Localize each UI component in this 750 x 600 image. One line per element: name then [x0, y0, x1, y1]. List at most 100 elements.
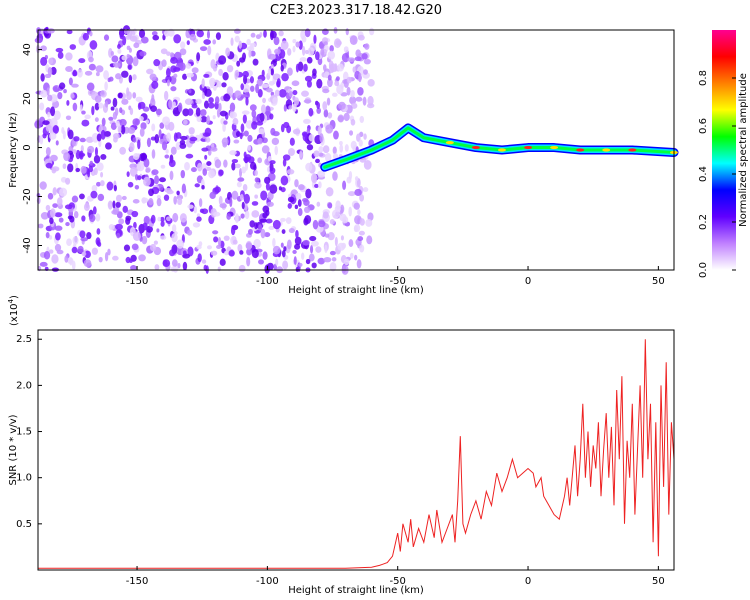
heatmap-noise-blob: [325, 187, 334, 197]
heatmap-noise-blob: [332, 92, 338, 97]
heatmap-noise-blob: [143, 158, 150, 168]
heatmap-noise-blob: [223, 235, 230, 241]
heatmap-noise-blob: [172, 101, 176, 108]
heatmap-noise-blob: [182, 250, 187, 256]
heatmap-noise-blob: [240, 123, 245, 133]
heatmap-noise-blob: [253, 238, 261, 249]
heatmap-noise-blob: [45, 162, 53, 169]
heatmap-noise-blob: [209, 77, 216, 86]
heatmap-noise-blob: [309, 245, 314, 254]
heatmap-track-peak: [576, 148, 585, 152]
heatmap-noise-blob: [246, 256, 251, 267]
heatmap-noise-blob: [205, 137, 211, 143]
heatmap-noise-blob: [270, 68, 275, 76]
heatmap-noise-blob: [357, 34, 365, 41]
heatmap-noise-blob: [326, 97, 331, 106]
heatmap-noise-blob: [75, 167, 81, 173]
heatmap-noise-blob: [173, 73, 178, 79]
heatmap-noise-blob: [116, 232, 121, 239]
heatmap-noise-blob: [119, 107, 123, 114]
heatmap-noise-blob: [250, 50, 256, 57]
heatmap-noise-blob: [349, 96, 357, 105]
heatmap-noise-blob: [332, 171, 338, 181]
heatmap-noise-blob: [68, 77, 73, 86]
heatmap-noise-blob: [125, 215, 132, 221]
heatmap-noise-blob: [289, 137, 295, 146]
heatmap-noise-blob: [304, 28, 311, 38]
heatmap-noise-blob: [233, 139, 240, 144]
heatmap-noise-blob: [322, 211, 329, 219]
heatmap-noise-blob: [91, 184, 98, 193]
heatmap-noise-blob: [262, 212, 268, 219]
heatmap-noise-blob: [297, 208, 303, 217]
heatmap-noise-blob: [303, 119, 310, 124]
heatmap-noise-blob: [349, 130, 354, 136]
heatmap-noise-blob: [81, 215, 86, 222]
heatmap-noise-blob: [173, 67, 181, 72]
heatmap-track-peak: [471, 145, 480, 150]
heatmap-noise-blob: [184, 98, 193, 106]
heatmap-noise-blob: [127, 64, 132, 70]
heatmap-y-tick-label: -40: [22, 237, 33, 253]
heatmap-noise-blob: [81, 110, 86, 115]
colorbar-ticks: 0.0 0.2 0.4 0.6 0.8: [698, 70, 736, 278]
snr-y-axis-label: SNR (10 * v/v): [8, 414, 19, 485]
heatmap-noise-blob: [269, 167, 276, 174]
heatmap-noise-blob: [242, 114, 247, 124]
heatmap-noise-blob: [278, 186, 282, 191]
heatmap-noise-blob: [71, 195, 79, 203]
heatmap-noise-blob: [256, 121, 264, 126]
heatmap-noise-blob: [201, 147, 209, 152]
heatmap-noise-blob: [96, 133, 102, 142]
heatmap-noise-blob: [125, 35, 132, 40]
heatmap-noise-blob: [79, 104, 83, 112]
heatmap-noise-blob: [282, 158, 287, 167]
heatmap-noise-blob: [303, 199, 310, 207]
heatmap-noise-blob: [239, 168, 243, 178]
colorbar-tick-label: 0.8: [698, 70, 709, 86]
heatmap-noise-blob: [179, 48, 187, 56]
heatmap-noise-blob: [160, 48, 168, 55]
heatmap-noise-blob: [165, 216, 171, 222]
heatmap-track-peak: [602, 148, 611, 152]
heatmap-noise-blob: [69, 257, 73, 266]
heatmap-noise-blob: [244, 210, 250, 219]
heatmap-noise-blob: [49, 217, 54, 225]
heatmap-noise-blob: [89, 31, 93, 37]
heatmap-noise-blob: [329, 63, 337, 73]
heatmap-noise-blob: [163, 30, 170, 37]
heatmap-noise-blob: [241, 110, 250, 115]
heatmap-noise-blob: [350, 102, 358, 109]
heatmap-noise-blob: [266, 201, 274, 207]
heatmap-noise-blob: [357, 87, 364, 96]
snr-y-ticks: 0.5 1.0 1.5 2.0 2.5: [16, 334, 42, 530]
heatmap-noise-blob: [356, 259, 362, 269]
heatmap-noise-blob: [65, 115, 72, 121]
heatmap-noise-blob: [196, 216, 202, 222]
heatmap-noise-blob: [223, 120, 228, 125]
heatmap-noise-blob: [212, 230, 219, 235]
heatmap-noise-blob: [67, 163, 74, 173]
heatmap-noise-blob: [295, 229, 299, 239]
heatmap-noise-blob: [186, 229, 193, 236]
heatmap-signal-track: [320, 123, 679, 172]
heatmap-noise-blob: [269, 113, 274, 120]
heatmap-noise-blob: [249, 76, 254, 84]
heatmap-noise-blob: [84, 70, 93, 76]
heatmap-noise-blob: [253, 164, 257, 171]
heatmap-noise-blob: [201, 184, 205, 190]
heatmap-noise-blob: [337, 114, 345, 123]
heatmap-noise-blob: [323, 109, 329, 118]
heatmap-noise-blob: [172, 212, 179, 223]
heatmap-noise-blob: [150, 214, 156, 224]
heatmap-noise-blob: [98, 256, 103, 263]
heatmap-noise-blob: [295, 41, 301, 48]
heatmap-noise-blob: [303, 63, 308, 72]
heatmap-noise-blob: [162, 259, 171, 267]
snr-panel: -150 -100 -50 0 50 0.5 1.0 1.5 2.0 2.5 Height of…: [7, 295, 675, 596]
heatmap-noise-blob: [151, 169, 159, 176]
heatmap-noise-blob: [184, 161, 190, 171]
heatmap-noise-blob: [34, 37, 43, 44]
heatmap-noise-blob: [194, 183, 200, 188]
heatmap-frame: [37, 29, 675, 271]
